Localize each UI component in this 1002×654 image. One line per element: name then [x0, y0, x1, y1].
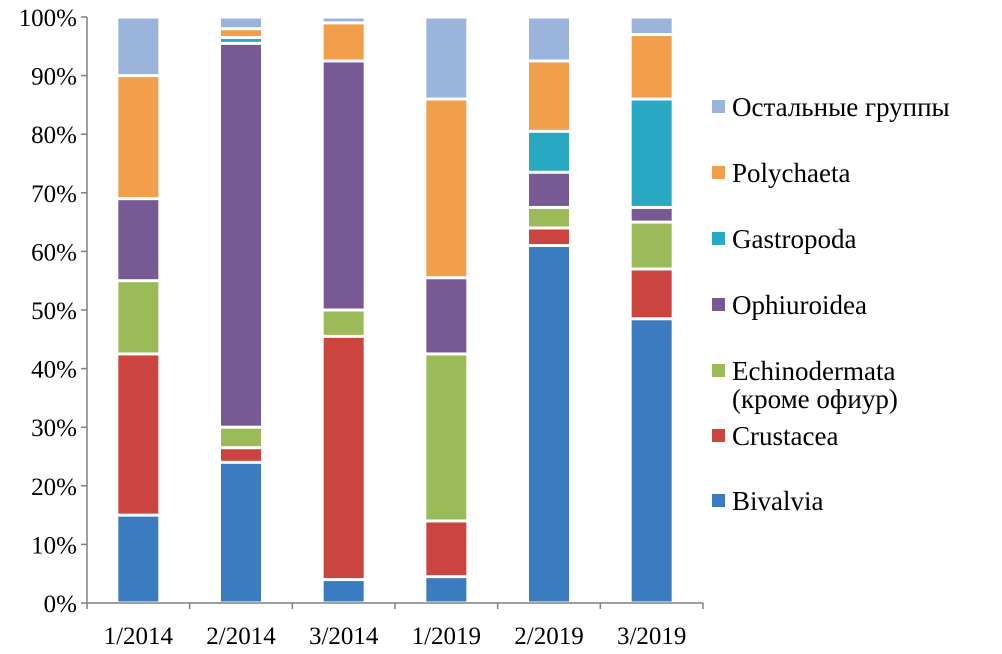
bar-segment [426, 100, 467, 277]
bar-stack [221, 18, 261, 602]
bar-segment [631, 36, 672, 98]
legend-label: Bivalvia [732, 486, 823, 516]
bar-segment [323, 18, 364, 22]
bar-segment [426, 18, 467, 98]
bar-segment [426, 578, 467, 602]
x-tick-label: 1/2014 [104, 623, 174, 650]
bar-segment [221, 449, 261, 461]
y-tick-label: 100% [19, 5, 77, 32]
legend-label: Crustacea [732, 421, 838, 451]
bar-segment [529, 229, 569, 245]
legend-swatch [712, 232, 725, 245]
legend-label: Gastropoda [732, 224, 856, 254]
legend: Остальные группы Polychaeta Gastropoda Ophi… [712, 92, 950, 516]
y-tick-label: 20% [31, 474, 77, 501]
bar-segment [118, 355, 159, 514]
y-tick-label: 60% [31, 239, 77, 266]
legend-label: Ophiuroidea [732, 290, 867, 320]
y-tick-label: 70% [31, 181, 77, 208]
bar-stack [529, 18, 569, 602]
bar-segment [529, 18, 569, 60]
bar-segment [529, 173, 569, 206]
bar-segment [529, 208, 569, 227]
bar-segment [221, 463, 261, 602]
bar-segment [323, 581, 364, 602]
bar-segment [631, 223, 672, 268]
x-tick-label: 2/2019 [514, 623, 583, 650]
bar-segment [118, 18, 159, 75]
legend-swatch [712, 494, 725, 507]
bar-segment [221, 44, 261, 426]
y-tick-label: 0% [44, 591, 77, 618]
y-axis-ticks: 0% 10% 20% 30% 40% 50% 60% 70% 80% 90% 100% [19, 5, 87, 618]
x-tick-label: 3/2019 [617, 623, 686, 650]
legend-swatch [712, 166, 725, 179]
bar-segment [221, 39, 261, 42]
bar-segment [221, 428, 261, 447]
bar-segment [118, 200, 159, 280]
axes [86, 17, 704, 609]
y-tick-label: 10% [31, 532, 77, 559]
y-tick-label: 40% [31, 357, 77, 384]
legend-label: Polychaeta [732, 158, 850, 188]
bar-segment [631, 100, 672, 206]
bar-segment [118, 77, 159, 198]
bar-segment [631, 320, 672, 602]
x-tick-label: 1/2019 [412, 623, 481, 650]
bar-segment [529, 62, 569, 130]
bar-stack [426, 18, 467, 602]
bar-segment [118, 516, 159, 602]
bar-segment [426, 279, 467, 353]
y-tick-label: 30% [31, 415, 77, 442]
y-tick-label: 80% [31, 122, 77, 149]
bar-segment [426, 522, 467, 576]
bar-segment [529, 132, 569, 171]
x-tick-label: 2/2014 [206, 623, 276, 650]
legend-swatch [712, 100, 725, 113]
bar-segment [221, 18, 261, 28]
bars [118, 18, 672, 602]
x-axis-labels: 1/2014 2/2014 3/2014 1/2019 2/2019 3/2019 [104, 623, 687, 650]
bar-segment [631, 208, 672, 221]
bar-segment [529, 247, 569, 602]
bar-segment [631, 270, 672, 318]
bar-segment [118, 282, 159, 353]
bar-stack [118, 18, 159, 602]
bar-stack [631, 18, 672, 602]
legend-label: Echinodermata [732, 356, 895, 386]
bar-segment [323, 62, 364, 309]
bar-segment [323, 311, 364, 335]
x-tick-label: 3/2014 [309, 623, 379, 650]
bar-segment [631, 18, 672, 34]
legend-label: (кроме офиур) [732, 384, 898, 414]
legend-swatch [712, 429, 725, 442]
bar-segment [323, 337, 364, 579]
legend-label: Остальные группы [732, 92, 950, 122]
bar-segment [426, 355, 467, 520]
y-tick-label: 50% [31, 298, 77, 325]
bar-segment [323, 24, 364, 60]
bar-stack [323, 18, 364, 602]
bar-segment [221, 30, 261, 37]
legend-swatch [712, 298, 725, 311]
y-tick-label: 90% [31, 64, 77, 91]
legend-swatch [712, 364, 725, 377]
